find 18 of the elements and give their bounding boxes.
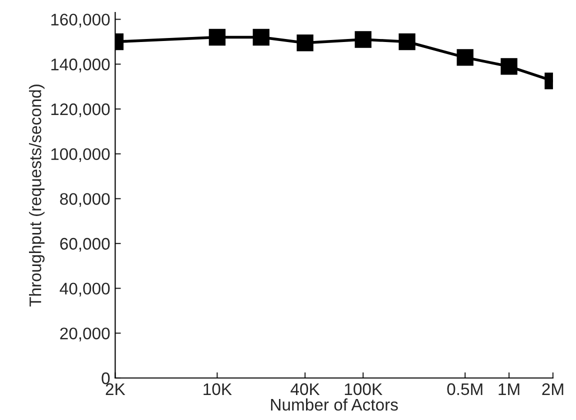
y-tick-label: 140,000	[51, 58, 110, 72]
x-tick-label: 2M	[542, 383, 564, 395]
x-tick-label: 1M	[498, 383, 520, 395]
y-tick-label: 160,000	[51, 14, 110, 28]
y-tick-label: 100,000	[51, 148, 110, 162]
x-tick-label: 0.5M	[447, 383, 482, 396]
x-axis-title: Number of Actors	[271, 398, 398, 411]
y-axis-title: Throughput (requests/second)	[29, 84, 45, 307]
y-tick-label: 120,000	[51, 103, 110, 118]
y-tick-label: 0	[102, 372, 110, 384]
x-tick-label: 40K	[290, 383, 320, 396]
y-tick-label: 40,000	[60, 282, 110, 297]
x-tick-label: 100K	[344, 383, 382, 396]
y-tick-label: 20,000	[60, 328, 110, 342]
y-tick-label: 80,000	[60, 193, 110, 207]
x-tick-label: 2K	[106, 383, 126, 395]
y-tick-label: 60,000	[60, 238, 110, 252]
x-tick-label: 10K	[204, 383, 232, 396]
